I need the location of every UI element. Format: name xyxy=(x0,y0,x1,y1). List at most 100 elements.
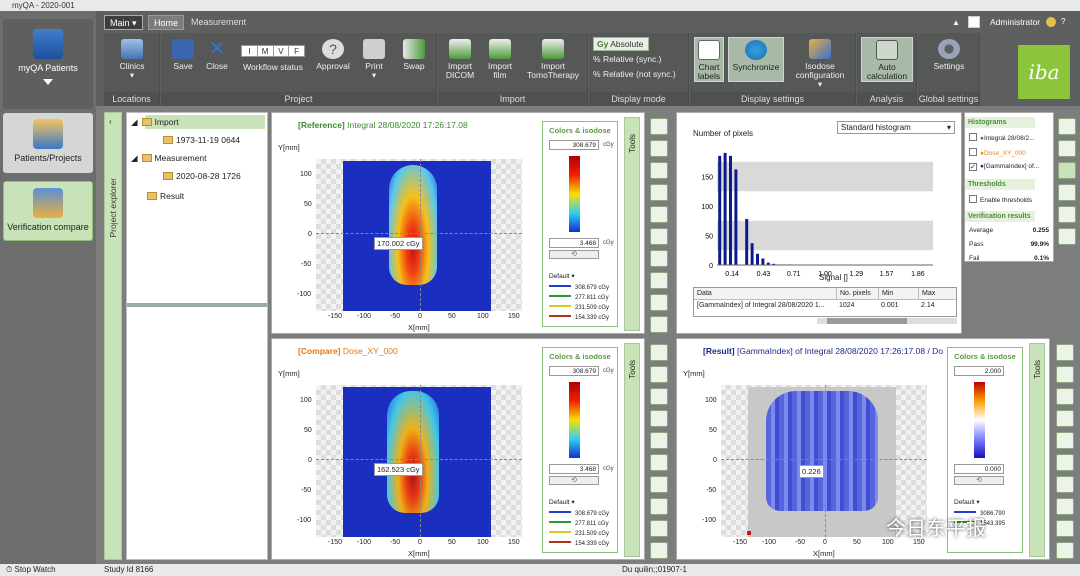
user-name[interactable]: Administrator xyxy=(990,17,1041,27)
histogram-bar[interactable] xyxy=(750,243,754,265)
histogram-bar[interactable] xyxy=(772,263,776,265)
checkbox-checked[interactable]: ✓ xyxy=(969,163,977,171)
workflow-status-button[interactable]: I M V F Workflow status xyxy=(237,39,309,72)
reference-min-field[interactable]: 3.468 xyxy=(549,238,599,248)
marker-icon[interactable] xyxy=(650,520,668,537)
rotate-back-icon[interactable] xyxy=(650,454,668,471)
magnifier-icon[interactable] xyxy=(650,316,668,333)
table-row[interactable]: [GammaIndex] of Integral 28/08/2020 1...… xyxy=(694,300,956,311)
magnifier-icon[interactable] xyxy=(1058,228,1076,245)
line-chart-icon[interactable] xyxy=(1058,118,1076,135)
user-icon[interactable] xyxy=(1046,17,1056,27)
project-explorer-tab[interactable]: ‹ Project explorer xyxy=(104,112,122,560)
shield-icon[interactable] xyxy=(1056,498,1074,515)
histogram-bar[interactable] xyxy=(723,152,727,265)
result-isodose-row[interactable]: 3086.790 xyxy=(954,511,1005,517)
pan-icon[interactable] xyxy=(650,184,668,201)
histogram-toggle-integral[interactable]: ●Integral 28/08/2... xyxy=(969,133,1035,142)
marker-icon[interactable] xyxy=(1056,520,1074,537)
compare-isodose-row[interactable]: 277.811 cGy xyxy=(549,521,609,527)
scrollbar-thumb[interactable] xyxy=(827,318,907,324)
save-button[interactable]: Save xyxy=(167,39,199,71)
stop-watch-button[interactable]: ⏱ Stop Watch xyxy=(2,564,94,576)
tab-measurement[interactable]: Measurement xyxy=(191,17,247,27)
magnifier-icon[interactable] xyxy=(1056,542,1074,559)
isodose-configuration-button[interactable]: Isodose configuration ▾ xyxy=(788,39,852,89)
result-reset-button[interactable]: ⟲ xyxy=(954,476,1004,485)
synchronize-button[interactable]: Synchronize xyxy=(728,37,784,82)
import-film-button[interactable]: Import film xyxy=(482,39,518,80)
rotate-back-icon[interactable] xyxy=(1056,454,1074,471)
tab-home[interactable]: Home xyxy=(148,15,185,30)
tree-item-result[interactable]: Result xyxy=(147,189,184,203)
enable-thresholds-checkbox[interactable]: Enable thresholds xyxy=(969,195,1032,204)
compare-max-field[interactable]: 308.679 xyxy=(549,366,599,376)
zoom-region-icon[interactable] xyxy=(650,140,668,157)
histogram-bar[interactable] xyxy=(734,169,738,265)
shield-icon[interactable] xyxy=(650,498,668,515)
swap-button[interactable]: Swap xyxy=(397,39,431,71)
reference-max-field[interactable]: 308.679 xyxy=(549,140,599,150)
approval-button[interactable]: ? Approval xyxy=(313,39,353,71)
reference-isodose-row[interactable]: 154.339 cGy xyxy=(549,315,609,321)
import-tomotherapy-button[interactable]: Import TomoTherapy xyxy=(522,39,584,80)
reference-dose-map[interactable]: 170.002 cGy xyxy=(316,159,522,311)
compare-dose-map[interactable]: 162.523 cGy xyxy=(316,385,522,537)
tree-toggle-icon[interactable]: ◢ xyxy=(131,153,138,163)
pan-icon[interactable] xyxy=(1056,410,1074,427)
zoom-region-icon[interactable] xyxy=(1056,366,1074,383)
reference-preset[interactable]: Default ▾ xyxy=(549,273,575,280)
tree-splitter[interactable] xyxy=(127,303,267,307)
zoom-region-icon[interactable] xyxy=(650,366,668,383)
auto-calculation-button[interactable]: Auto calculation xyxy=(861,37,913,82)
absolute-mode-button[interactable]: Gy Absolute xyxy=(593,37,649,51)
histogram-bar[interactable] xyxy=(718,155,722,265)
rotate-icon[interactable] xyxy=(1056,432,1074,449)
result-max-field[interactable]: 2.000 xyxy=(954,366,1004,376)
reference-isodose-row[interactable]: 231.509 cGy xyxy=(549,305,609,311)
histogram-bar[interactable] xyxy=(756,253,759,265)
checkbox[interactable] xyxy=(969,133,977,141)
reference-reset-button[interactable]: ⟲ xyxy=(549,250,599,259)
tree-item-import-date[interactable]: 1973-11-19 0644 xyxy=(163,133,240,147)
result-tools-strip[interactable]: Tools xyxy=(1029,343,1045,557)
result-gamma-map[interactable]: 0.226 xyxy=(721,385,927,537)
histogram-toggle-gamma[interactable]: ✓ ●[GammaIndex] of... xyxy=(969,163,1039,171)
chevron-down-icon[interactable] xyxy=(43,79,53,85)
column-header[interactable]: Max xyxy=(918,288,956,299)
cumulative-chart-icon[interactable] xyxy=(1058,140,1076,157)
histogram-bar[interactable] xyxy=(766,262,770,265)
compare-isodose-row[interactable]: 154.339 cGy xyxy=(549,541,609,547)
export-icon[interactable] xyxy=(1058,184,1076,201)
reference-isodose-row[interactable]: 277.811 cGy xyxy=(549,295,609,301)
zoom-icon[interactable] xyxy=(1056,388,1074,405)
histogram-type-dropdown[interactable]: Standard histogram ▾ xyxy=(837,121,955,134)
zoom-region-icon[interactable] xyxy=(1058,206,1076,223)
verification-compare-button[interactable]: Verification compare xyxy=(3,181,93,241)
histogram-bar[interactable] xyxy=(729,155,732,265)
patients-projects-button[interactable]: Patients/Projects xyxy=(3,113,93,173)
compare-min-field[interactable]: 3.468 xyxy=(549,464,599,474)
help-icon[interactable]: ? xyxy=(1061,17,1066,26)
collapse-explorer-icon[interactable]: ‹ xyxy=(109,117,112,126)
tree-toggle-icon[interactable]: ◢ xyxy=(131,117,138,127)
compare-reset-button[interactable]: ⟲ xyxy=(549,476,599,485)
compare-isodose-row[interactable]: 308.679 cGy xyxy=(549,511,609,517)
column-header[interactable]: No. pixels xyxy=(836,288,878,299)
magnifier-icon[interactable] xyxy=(650,542,668,559)
column-header[interactable]: Min xyxy=(878,288,918,299)
main-menu-button[interactable]: Main ▾ xyxy=(104,15,143,30)
myqa-patients-button[interactable]: myQA Patients xyxy=(3,19,93,109)
import-dicom-button[interactable]: Import DICOM xyxy=(442,39,478,80)
histogram-table-scrollbar[interactable] xyxy=(817,318,957,324)
zoom-icon[interactable] xyxy=(650,162,668,179)
tree-item-measurement[interactable]: ◢ Measurement xyxy=(131,151,207,165)
reference-isodose-row[interactable]: 308.679 cGy xyxy=(549,285,609,291)
flip-icon[interactable] xyxy=(650,250,668,267)
histogram-toggle-dose[interactable]: ●Dose_XY_000 xyxy=(969,148,1026,157)
close-button[interactable]: ✕ Close xyxy=(201,39,233,71)
settings-button[interactable]: Settings xyxy=(928,39,970,71)
checkbox[interactable] xyxy=(969,148,977,156)
flip-icon[interactable] xyxy=(1056,476,1074,493)
home-view-icon[interactable] xyxy=(1056,344,1074,361)
